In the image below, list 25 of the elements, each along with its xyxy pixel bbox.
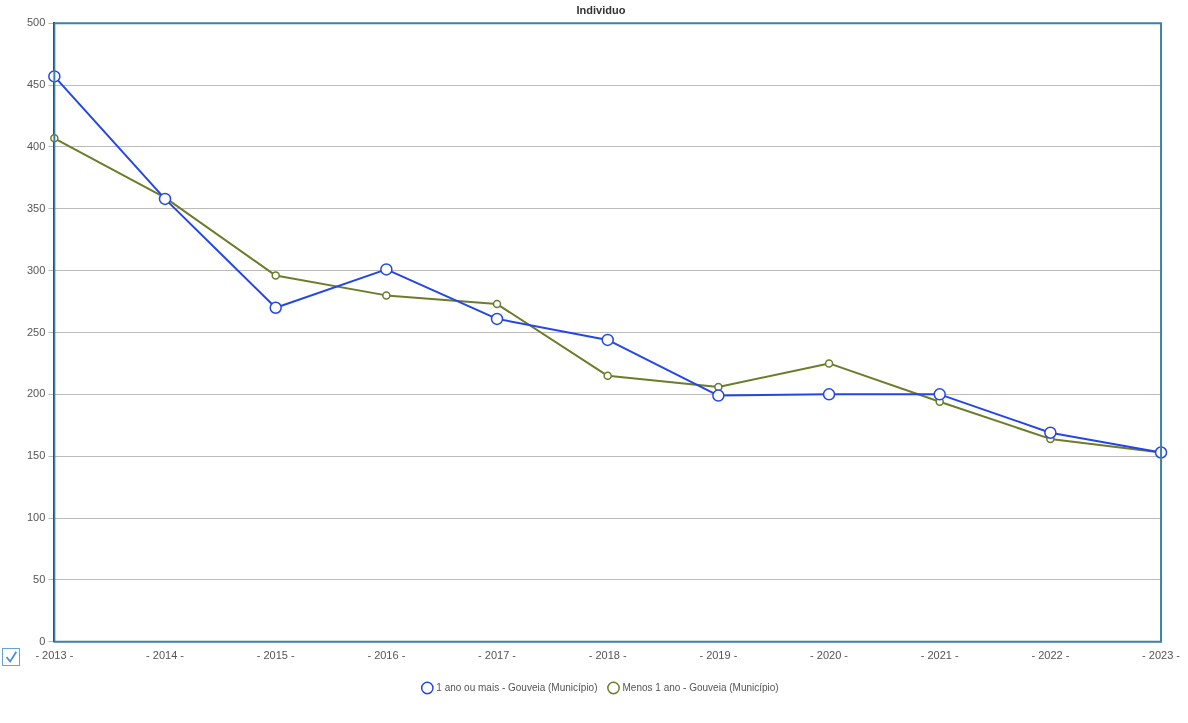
y-tick-label: 500 [26,16,46,29]
y-tick-label: 400 [26,139,46,152]
x-tick-label: - 2014 - [146,649,185,662]
chart-title: Individuo [576,3,626,16]
x-tick-label: - 2015 - [256,649,295,662]
x-tick-label: - 2013 - [35,649,74,662]
x-tick-label: - 2021 - [920,649,959,662]
x-tick-label: - 2022 - [1031,649,1070,662]
x-tick-label: - 2017 - [478,649,517,662]
y-tick-label: 0 [39,634,46,647]
y-tick-label: 450 [26,78,46,91]
y-tick-label: 50 [33,572,46,585]
y-tick-label: 350 [26,201,46,214]
x-tick-label: - 2018 - [588,649,627,662]
y-tick-label: 100 [26,511,46,524]
legend-label: 1 ano ou mais - Gouveia (Município) [436,681,598,693]
legend-label: Menos 1 ano - Gouveia (Município) [622,681,779,693]
y-tick-label: 150 [26,449,46,462]
y-tick-label: 200 [26,387,46,400]
x-tick-label: - 2016 - [367,649,406,662]
y-tick-label: 250 [26,325,46,338]
y-tick-label: 300 [26,263,46,276]
x-tick-label: - 2023 - [1142,649,1181,662]
x-tick-label: - 2020 - [810,649,849,662]
x-tick-label: - 2019 - [699,649,738,662]
